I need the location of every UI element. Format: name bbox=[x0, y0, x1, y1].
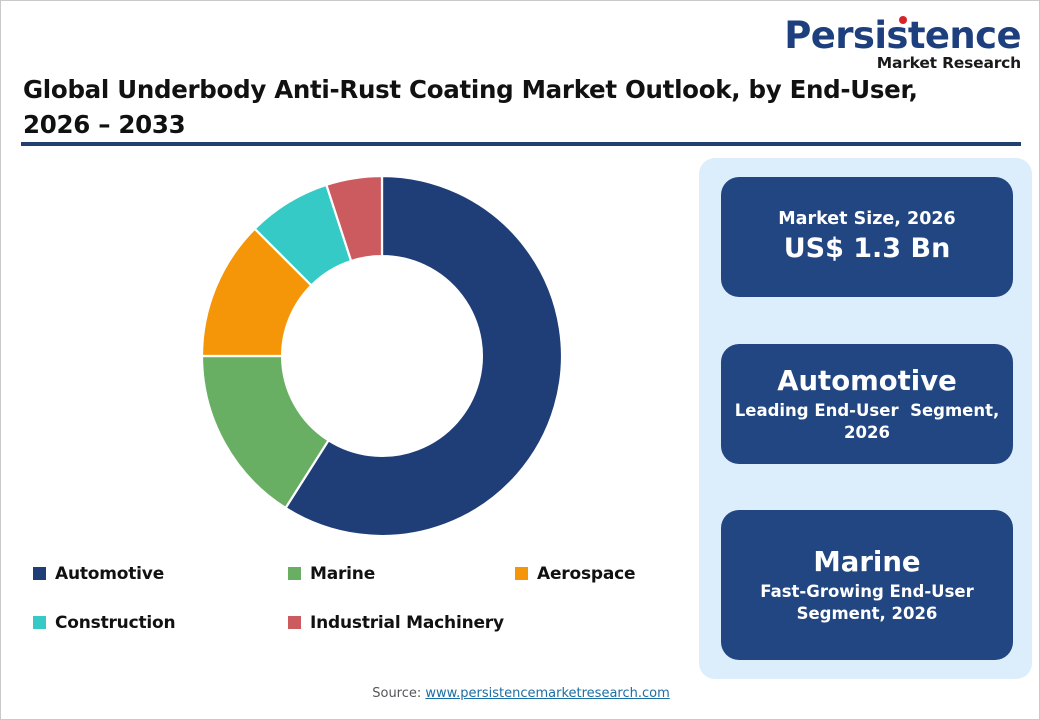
donut-chart-svg bbox=[200, 174, 564, 538]
source-prefix: Source: bbox=[372, 686, 426, 701]
legend-row: Automotive Marine Aerospace bbox=[33, 549, 673, 598]
title-divider bbox=[21, 142, 1021, 146]
card-leading-segment: Automotive Leading End-User Segment, 202… bbox=[721, 344, 1013, 464]
source-link[interactable]: www.persistencemarketresearch.com bbox=[425, 686, 670, 701]
legend-item-aerospace[interactable]: Aerospace bbox=[515, 564, 665, 584]
legend-item-automotive[interactable]: Automotive bbox=[33, 564, 288, 584]
page-title: Global Underbody Anti-Rust Coating Marke… bbox=[23, 75, 918, 139]
legend-item-industrial-machinery[interactable]: Industrial Machinery bbox=[288, 613, 515, 633]
logo-tagline: Market Research bbox=[876, 54, 1021, 72]
company-logo: Persistence Market Research bbox=[784, 16, 1022, 72]
legend-swatch-icon bbox=[288, 616, 301, 629]
card-fast-growing-segment: Marine Fast-Growing End-User Segment, 20… bbox=[721, 510, 1013, 660]
legend-item-label: Automotive bbox=[55, 563, 165, 584]
legend-item-marine[interactable]: Marine bbox=[288, 564, 515, 584]
donut-slice-automotive[interactable] bbox=[284, 174, 564, 538]
chart-legend: Automotive Marine Aerospace Construction… bbox=[33, 549, 673, 647]
source-footer: Source: www.persistencemarketresearch.co… bbox=[1, 686, 1040, 701]
legend-swatch-icon bbox=[33, 567, 46, 580]
red-dot-accent-icon bbox=[899, 16, 908, 24]
legend-swatch-icon bbox=[288, 567, 301, 580]
card-market-size: Market Size, 2026 US$ 1.3 Bn bbox=[721, 177, 1013, 297]
card-caption: Leading End-User Segment, 2026 bbox=[734, 401, 1005, 443]
legend-item-label: Aerospace bbox=[537, 563, 636, 584]
legend-item-label: Marine bbox=[310, 563, 376, 584]
legend-swatch-icon bbox=[515, 567, 528, 580]
card-segment-name: Automotive bbox=[777, 365, 957, 398]
card-value: US$ 1.3 Bn bbox=[783, 233, 951, 265]
legend-item-label: Construction bbox=[55, 612, 176, 633]
legend-item-label: Industrial Machinery bbox=[310, 612, 504, 633]
legend-row: Construction Industrial Machinery bbox=[33, 598, 673, 647]
donut-slice-industrial-machinery[interactable] bbox=[324, 174, 384, 263]
legend-item-construction[interactable]: Construction bbox=[33, 613, 288, 633]
logo-wordmark: Persistence bbox=[784, 16, 1022, 54]
legend-swatch-icon bbox=[33, 616, 46, 629]
card-caption: Fast-Growing End-User Segment, 2026 bbox=[760, 582, 980, 624]
chart-region bbox=[21, 161, 681, 561]
donut-chart bbox=[199, 173, 565, 539]
card-heading: Market Size, 2026 bbox=[778, 208, 956, 229]
highlights-panel: Market Size, 2026 US$ 1.3 Bn Automotive … bbox=[699, 158, 1032, 679]
card-segment-name: Marine bbox=[813, 546, 921, 579]
